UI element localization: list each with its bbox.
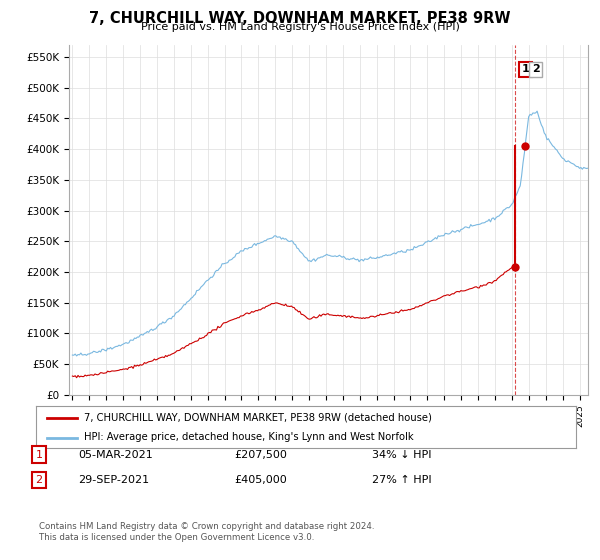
Text: Contains HM Land Registry data © Crown copyright and database right 2024.: Contains HM Land Registry data © Crown c… <box>39 522 374 531</box>
Text: £405,000: £405,000 <box>234 475 287 485</box>
Text: Price paid vs. HM Land Registry's House Price Index (HPI): Price paid vs. HM Land Registry's House … <box>140 22 460 32</box>
Text: 1: 1 <box>35 450 43 460</box>
Text: 1: 1 <box>521 64 529 74</box>
Text: 7, CHURCHILL WAY, DOWNHAM MARKET, PE38 9RW (detached house): 7, CHURCHILL WAY, DOWNHAM MARKET, PE38 9… <box>83 413 431 423</box>
Text: 2: 2 <box>35 475 43 485</box>
Text: 29-SEP-2021: 29-SEP-2021 <box>78 475 149 485</box>
Text: 2: 2 <box>532 64 539 74</box>
Text: 05-MAR-2021: 05-MAR-2021 <box>78 450 153 460</box>
Text: 27% ↑ HPI: 27% ↑ HPI <box>372 475 431 485</box>
Text: 34% ↓ HPI: 34% ↓ HPI <box>372 450 431 460</box>
Text: This data is licensed under the Open Government Licence v3.0.: This data is licensed under the Open Gov… <box>39 533 314 542</box>
Text: 7, CHURCHILL WAY, DOWNHAM MARKET, PE38 9RW: 7, CHURCHILL WAY, DOWNHAM MARKET, PE38 9… <box>89 11 511 26</box>
Text: HPI: Average price, detached house, King's Lynn and West Norfolk: HPI: Average price, detached house, King… <box>83 432 413 442</box>
Text: £207,500: £207,500 <box>234 450 287 460</box>
